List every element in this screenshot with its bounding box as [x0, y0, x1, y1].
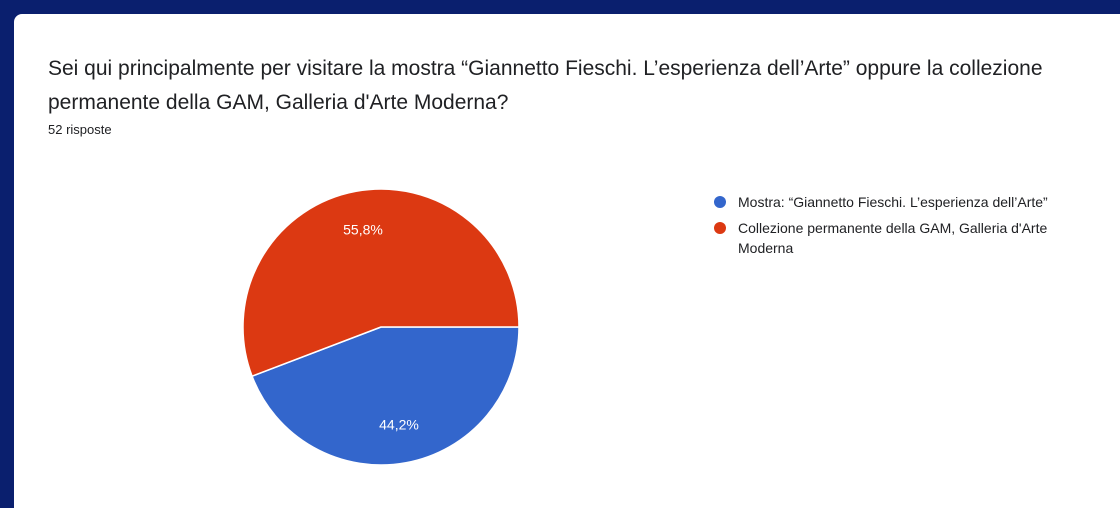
legend-marker-mostra — [714, 196, 726, 208]
chart-legend: Mostra: “Giannetto Fieschi. L’esperienza… — [714, 192, 1054, 264]
pie-label-mostra: 44,2% — [379, 417, 419, 433]
response-count: 52 risposte — [48, 122, 112, 137]
pie-slice-mostra[interactable] — [251, 326, 520, 466]
legend-item-collezione[interactable]: Collezione permanente della GAM, Galleri… — [714, 218, 1054, 258]
pie-slice-collezione[interactable] — [242, 188, 520, 378]
legend-marker-collezione — [714, 222, 726, 234]
pie-label-collezione: 55,8% — [343, 221, 383, 237]
legend-label-mostra: Mostra: “Giannetto Fieschi. L’esperienza… — [738, 194, 1048, 210]
question-title: Sei qui principalmente per visitare la m… — [48, 57, 1043, 114]
legend-item-mostra[interactable]: Mostra: “Giannetto Fieschi. L’esperienza… — [714, 192, 1054, 212]
response-card: Sei qui principalmente per visitare la m… — [14, 14, 1120, 508]
pie-chart: 44,2% 55,8% — [242, 188, 520, 466]
legend-label-collezione: Collezione permanente della GAM, Galleri… — [738, 220, 1048, 256]
